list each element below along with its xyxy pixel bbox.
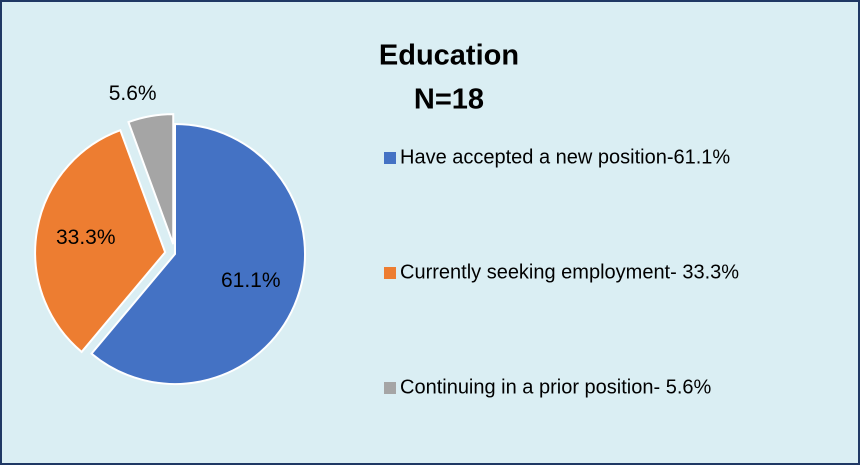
data-label: 5.6% — [109, 82, 157, 105]
legend-label: Have accepted a new position-61.1% — [400, 146, 730, 168]
pie-slice — [34, 128, 167, 354]
legend-swatch — [384, 267, 396, 279]
legend-swatch — [384, 382, 396, 394]
legend-swatch — [384, 152, 396, 164]
legend-label: Currently seeking employment- 33.3% — [400, 261, 739, 283]
pie-slice — [127, 113, 175, 245]
data-label: 33.3% — [56, 226, 116, 249]
chart-title: Education — [379, 40, 519, 72]
pie-slice — [90, 122, 306, 385]
data-label: 61.1% — [221, 269, 281, 292]
chart-subtitle: N=18 — [414, 84, 484, 116]
legend-label: Continuing in a prior position- 5.6% — [400, 376, 712, 398]
